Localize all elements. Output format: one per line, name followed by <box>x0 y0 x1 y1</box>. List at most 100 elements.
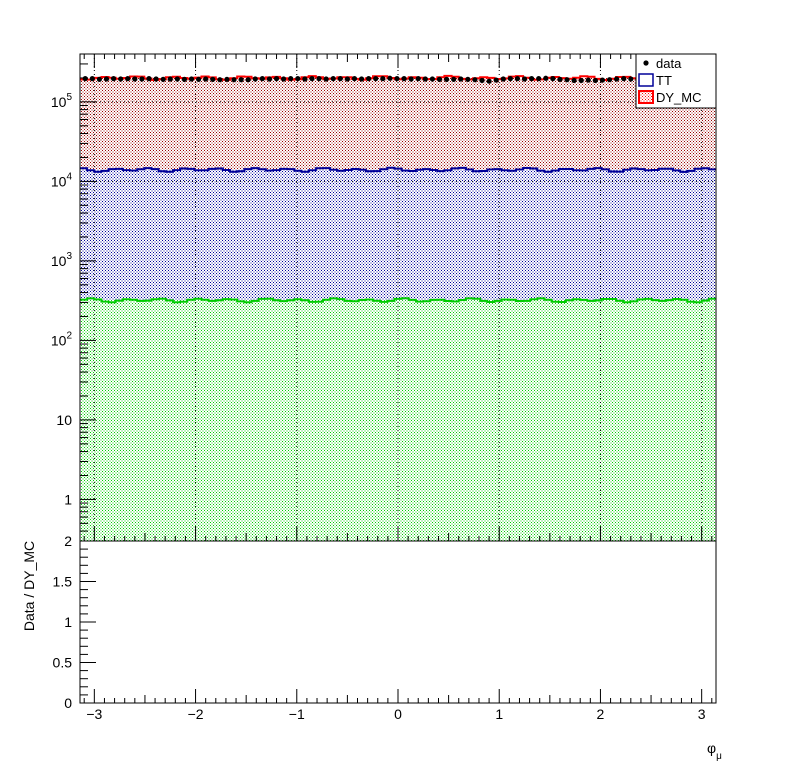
ratio-ylabel: Data / DY_MC <box>21 541 37 631</box>
x-axis-label-main: φ <box>707 740 716 756</box>
main-ytick-base: 10 <box>51 253 67 269</box>
data-point <box>536 76 542 82</box>
data-point <box>203 76 209 82</box>
data-point <box>295 76 301 82</box>
ratio-xtick-label: 1 <box>495 706 503 722</box>
data-point <box>373 76 379 82</box>
data-point <box>366 76 372 82</box>
data-point <box>621 76 627 82</box>
data-point <box>571 77 577 84</box>
ratio-ytick-label: 1.5 <box>53 574 73 590</box>
data-point <box>125 76 131 82</box>
data-point <box>493 77 499 83</box>
ratio-axes: 0 0.5 1 1.5 2 −3 −2 −1 0 1 2 3 <box>53 533 717 722</box>
stack-fill-1 <box>80 169 716 301</box>
ratio-xtick-label: −1 <box>289 706 305 722</box>
data-point <box>394 76 400 82</box>
ratio-ytick-label: 2 <box>64 533 72 549</box>
main-ytick-label: 102 <box>51 330 73 348</box>
data-point <box>550 76 556 82</box>
data-point <box>217 77 223 83</box>
data-point <box>188 76 195 82</box>
data-point <box>614 76 620 82</box>
legend-label: DY_MC <box>656 90 702 105</box>
data-point <box>351 76 358 82</box>
data-point <box>514 76 521 82</box>
data-point <box>181 76 188 82</box>
data-point <box>557 76 563 82</box>
data-point <box>103 76 110 82</box>
main-ytick-label: 10 <box>56 412 72 428</box>
ratio-xtick-label: −2 <box>188 706 204 722</box>
main-ytick-base: 10 <box>51 332 67 348</box>
data-point <box>479 77 485 84</box>
data-point <box>82 76 88 82</box>
data-point <box>224 76 230 82</box>
data-point <box>521 76 528 82</box>
data-point <box>592 77 598 84</box>
stack-line-1 <box>80 166 716 173</box>
legend: data TT DY_MC <box>635 53 717 109</box>
data-point <box>167 76 173 82</box>
data-point <box>401 76 407 82</box>
data-point <box>507 76 513 82</box>
data-point <box>245 77 251 83</box>
data-point <box>451 76 457 82</box>
stack-fills <box>80 77 716 541</box>
data-point <box>529 76 535 82</box>
stack-fill-2 <box>80 77 716 170</box>
data-point <box>132 76 138 82</box>
data-point <box>436 76 443 82</box>
data-point <box>266 76 273 82</box>
main-ytick-exp: 4 <box>66 171 72 182</box>
data-point <box>564 77 570 83</box>
data-point <box>139 76 145 82</box>
data-point <box>458 76 464 82</box>
stack-line-0 <box>80 297 716 304</box>
ratio-frame <box>79 540 717 704</box>
ratio-xtick-label: 3 <box>698 706 706 722</box>
data-point <box>238 77 244 83</box>
data-point <box>585 77 591 83</box>
ratio-xtick-label: −3 <box>86 706 102 722</box>
data-point <box>259 76 265 82</box>
main-ytick-base: 10 <box>56 412 72 428</box>
data-point <box>599 77 606 83</box>
data-point <box>110 76 117 82</box>
ratio-ytick-label: 1 <box>64 614 72 630</box>
data-point <box>146 76 152 82</box>
data-point <box>195 76 202 82</box>
main-ytick-label: 103 <box>51 251 73 269</box>
data-point <box>344 76 350 82</box>
main-ytick-base: 1 <box>64 491 72 507</box>
ratio-ytick-label: 0 <box>64 695 72 711</box>
data-point <box>387 75 393 81</box>
data-point <box>231 77 237 83</box>
legend-label: data <box>656 56 682 71</box>
legend-marker-dy <box>638 90 654 104</box>
main-ytick-base: 10 <box>51 173 67 189</box>
data-point <box>160 76 166 82</box>
data-point <box>153 76 159 82</box>
data-point <box>316 76 322 82</box>
ratio-xtick-label: 0 <box>394 706 402 722</box>
data-point <box>118 76 124 82</box>
data-point <box>309 76 315 82</box>
data-point <box>330 76 336 82</box>
main-ytick-base: 10 <box>51 94 67 110</box>
data-point <box>606 77 613 83</box>
data-point <box>500 76 506 82</box>
data-point <box>174 76 180 82</box>
data-point <box>302 76 308 82</box>
data-point <box>472 77 478 83</box>
data-point <box>408 76 414 82</box>
data-point <box>210 76 216 82</box>
ratio-xtick-label: 2 <box>597 706 605 722</box>
main-ytick-exp: 5 <box>66 92 72 103</box>
data-point <box>486 78 492 84</box>
data-point <box>465 76 471 82</box>
data-point <box>281 76 287 82</box>
stack-fill-0 <box>80 300 716 541</box>
data-point <box>415 76 421 82</box>
